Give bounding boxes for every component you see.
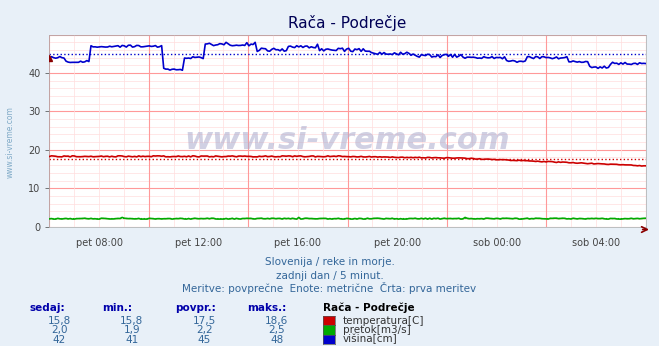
Text: 2,0: 2,0 <box>51 325 68 335</box>
Text: maks.:: maks.: <box>247 303 287 313</box>
Text: sedaj:: sedaj: <box>30 303 65 313</box>
Text: 41: 41 <box>125 335 138 345</box>
Text: višina[cm]: višina[cm] <box>343 334 397 345</box>
Text: 15,8: 15,8 <box>47 316 71 326</box>
Text: 45: 45 <box>198 335 211 345</box>
Text: 18,6: 18,6 <box>265 316 289 326</box>
Text: povpr.:: povpr.: <box>175 303 215 313</box>
Text: 1,9: 1,9 <box>123 325 140 335</box>
Text: pet 12:00: pet 12:00 <box>175 238 222 248</box>
Text: 15,8: 15,8 <box>120 316 144 326</box>
Text: 42: 42 <box>53 335 66 345</box>
Title: Rača - Podrečje: Rača - Podrečje <box>289 15 407 31</box>
Text: 2,5: 2,5 <box>268 325 285 335</box>
Text: www.si-vreme.com: www.si-vreme.com <box>185 126 511 155</box>
Text: Slovenija / reke in morje.: Slovenija / reke in morje. <box>264 257 395 267</box>
Text: www.si-vreme.com: www.si-vreme.com <box>5 106 14 178</box>
Text: pet 16:00: pet 16:00 <box>274 238 322 248</box>
Text: 48: 48 <box>270 335 283 345</box>
Text: pretok[m3/s]: pretok[m3/s] <box>343 325 411 335</box>
Text: pet 08:00: pet 08:00 <box>76 238 123 248</box>
Text: Rača - Podrečje: Rača - Podrečje <box>323 303 415 313</box>
Text: sob 00:00: sob 00:00 <box>473 238 521 248</box>
Text: zadnji dan / 5 minut.: zadnji dan / 5 minut. <box>275 271 384 281</box>
Text: pet 20:00: pet 20:00 <box>374 238 421 248</box>
Text: sob 04:00: sob 04:00 <box>572 238 620 248</box>
Text: Meritve: povprečne  Enote: metrične  Črta: prva meritev: Meritve: povprečne Enote: metrične Črta:… <box>183 282 476 294</box>
Text: 17,5: 17,5 <box>192 316 216 326</box>
Text: 2,2: 2,2 <box>196 325 213 335</box>
Text: min.:: min.: <box>102 303 132 313</box>
Text: temperatura[C]: temperatura[C] <box>343 316 424 326</box>
